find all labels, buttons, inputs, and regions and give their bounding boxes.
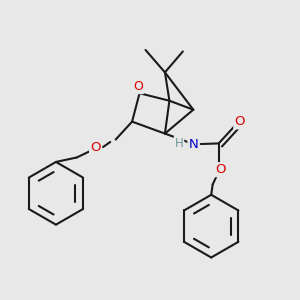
Text: O: O xyxy=(90,140,101,154)
Text: H: H xyxy=(175,137,183,150)
Text: N: N xyxy=(188,137,198,151)
Text: O: O xyxy=(133,80,143,93)
Text: O: O xyxy=(234,116,245,128)
Text: O: O xyxy=(215,163,225,176)
